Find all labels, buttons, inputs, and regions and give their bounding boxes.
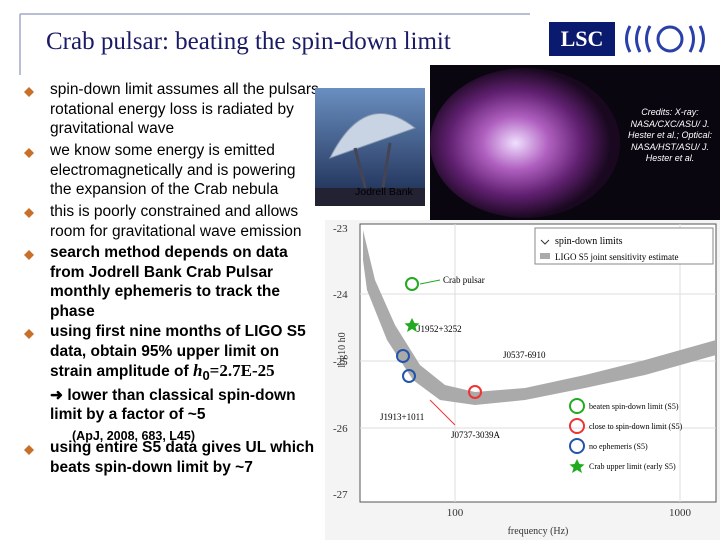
bullet-marker xyxy=(24,208,34,218)
pulsar-label: J0537-6910 xyxy=(503,350,546,360)
bullet: this is poorly constrained and allows ro… xyxy=(50,203,302,240)
y-tick-label: -26 xyxy=(333,423,348,435)
pulsar-label: Crab pulsar xyxy=(443,275,485,285)
bullet: using first nine months of LIGO S5 data,… xyxy=(50,322,320,446)
bullet-marker xyxy=(24,148,34,158)
y-axis-label: log10 h0 xyxy=(337,332,348,367)
bullet: we know some energy is emitted electroma… xyxy=(50,142,296,198)
sub-text: lower than classical spin-down limit by … xyxy=(50,386,296,424)
bullet-marker xyxy=(24,329,34,339)
slide-title: Crab pulsar: beating the spin-down limit xyxy=(46,28,451,55)
jodrell-photo xyxy=(315,88,425,206)
y-tick-label: -24 xyxy=(333,289,348,301)
reference: (ApJ, 2008, 683, L45) xyxy=(72,428,195,443)
x-tick-label: 100 xyxy=(447,507,464,519)
legend-label: Crab upper limit (early S5) xyxy=(589,462,676,471)
x-tick-label: 1000 xyxy=(669,507,692,519)
y-tick-label: -25 xyxy=(333,356,348,368)
sub-point: ➜ lower than classical spin-down limit b… xyxy=(50,386,320,425)
bullet: search method depends on data from Jodre… xyxy=(50,244,288,320)
bullet-marker xyxy=(24,445,34,455)
caption: Jodrell Bank xyxy=(355,186,413,198)
bullet-marker xyxy=(24,250,34,260)
crab-photo xyxy=(430,65,720,220)
bullet: using entire S5 data gives UL which beat… xyxy=(50,439,315,476)
arrow: ➜ xyxy=(50,386,63,404)
legend-label: spin-down limits xyxy=(555,236,623,247)
credits: Credits: X-ray: NASA/CXC/ASU/ J. Hester … xyxy=(627,107,713,163)
y-tick-label: -23 xyxy=(333,223,348,235)
lsc-logo: LSC xyxy=(549,22,705,56)
logo-text: LSC xyxy=(561,26,604,51)
legend-label: close to spin-down limit (S5) xyxy=(589,422,683,431)
pulsar-label: J0737-3039A xyxy=(451,430,500,440)
bullet-marker xyxy=(24,87,34,97)
limit-value: =2.7E-25 xyxy=(209,361,275,380)
pulsar-label: J1952+3252 xyxy=(417,324,462,334)
symbol-sub: 0 xyxy=(202,368,210,384)
legend-label: LIGO S5 joint sensitivity estimate xyxy=(555,252,679,262)
sensitivity-plot: -23 -24 -25 -26 -27 100 1000 frequency (… xyxy=(325,220,720,540)
pulsar-label: J1913+1011 xyxy=(380,412,424,422)
x-axis-label: frequency (Hz) xyxy=(508,526,569,537)
symbol: h xyxy=(192,361,203,380)
legend-label: no ephemeris (S5) xyxy=(589,442,648,451)
legend-label: beaten spin-down limit (S5) xyxy=(589,402,679,411)
bullet: spin-down limit assumes all the pulsars … xyxy=(50,81,319,137)
y-tick-label: -27 xyxy=(333,489,348,501)
bullet-text: using first nine months of LIGO S5 data,… xyxy=(50,323,306,380)
